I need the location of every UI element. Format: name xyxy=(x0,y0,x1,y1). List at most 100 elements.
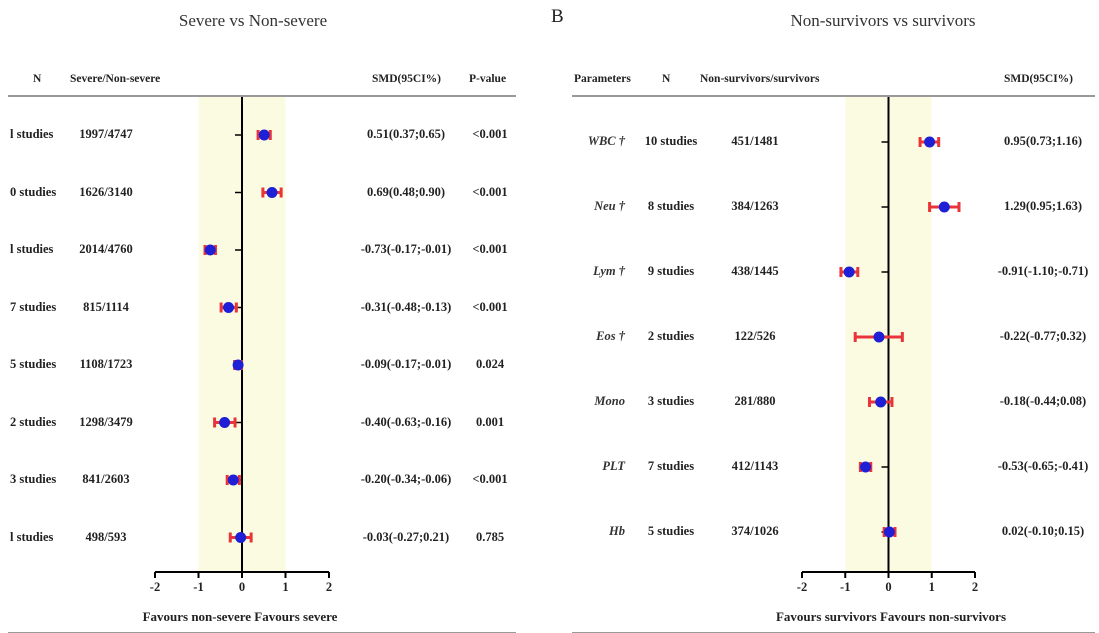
panel-a-smd-value: -0.09(-0.17;-0.01) xyxy=(360,357,452,371)
panel-b-studies: 8 studies xyxy=(647,199,695,213)
panel-a-smd-value: 0.51(0.37;0.65) xyxy=(366,127,446,141)
panel-a-point-estimate xyxy=(219,417,231,428)
panel-a-point-estimate xyxy=(258,129,270,141)
panel-a-counts: 1108/1723 xyxy=(79,357,133,371)
panel-a-studies: l studies xyxy=(10,529,54,544)
panel-b-studies: 9 studies xyxy=(647,264,695,278)
panel-a-smd-value: -0.73(-0.17;-0.01) xyxy=(360,242,452,256)
panel-b-smd-value: -0.22(-0.77;0.32) xyxy=(999,329,1087,343)
panel-b-studies: 5 studies xyxy=(647,524,695,538)
panel-a-p-value: 0.785 xyxy=(475,529,505,544)
panel-b-counts: 281/880 xyxy=(734,394,776,408)
panel-b-letter: B xyxy=(551,6,564,27)
panel-a-header-n: N xyxy=(33,73,42,85)
panel-a-point-estimate xyxy=(235,532,247,543)
panel-a-tick-label: 0 xyxy=(238,580,246,594)
panel-a-studies: 0 studies xyxy=(10,184,57,199)
panel-a-counts: 2014/4760 xyxy=(79,242,133,256)
panel-b-point-estimate xyxy=(883,526,895,538)
panel-b-smd-value: -0.53(-0.65;-0.41) xyxy=(997,459,1089,473)
panel-b-point-estimate xyxy=(843,266,855,278)
panel-a-studies: 7 studies xyxy=(10,299,57,314)
panel-b-marks xyxy=(801,97,976,578)
panel-b-point-estimate xyxy=(860,461,872,473)
panel-a-p-value: 0.001 xyxy=(475,414,505,429)
panel-b-param-label: Eos † xyxy=(596,329,625,343)
panel-b-tick-label: 0 xyxy=(885,580,892,594)
panel-b-tick-label: -1 xyxy=(840,580,851,594)
panel-a-point-estimate xyxy=(227,474,239,486)
panel-a-tick-label: -1 xyxy=(193,580,204,594)
panel-a-counts: 1298/3479 xyxy=(79,414,133,429)
panel-b-smd-value: -0.18(-0.44;0.08) xyxy=(999,394,1087,408)
panel-a-caption: Favours non-severe Favours severe xyxy=(142,609,338,624)
panel-a-studies: 5 studies xyxy=(10,357,57,371)
panel-a-tick-label: 1 xyxy=(282,580,289,594)
panel-a-point-estimate xyxy=(223,302,235,313)
panel-a-counts: 498/593 xyxy=(85,529,127,544)
panel-b-param-label: PLT xyxy=(602,459,625,473)
panel-b-header-n: N xyxy=(662,73,671,85)
panel-b-studies: 2 studies xyxy=(647,329,695,343)
panel-b-tick-label: 2 xyxy=(971,580,979,594)
panel-b-tick-label: 1 xyxy=(928,580,935,594)
panel-b-smd-value: 0.95(0.73;1.16) xyxy=(1003,134,1083,148)
panel-a-smd-value: -0.20(-0.34;-0.06) xyxy=(360,472,452,486)
panel-a-counts: 841/2603 xyxy=(82,472,130,486)
panel-a-studies: l studies xyxy=(10,127,54,141)
panel-b-tick-label: -2 xyxy=(796,580,808,594)
panel-b-point-estimate xyxy=(873,331,885,343)
panel-b-smd-value: -0.91(-1.10;-0.71) xyxy=(997,264,1089,278)
panel-b-header-param: Parameters xyxy=(574,73,631,85)
panel-b-counts: 374/1026 xyxy=(731,524,779,538)
panel-a-marks xyxy=(154,97,330,578)
panel-a-header-smd: SMD(95CI%) xyxy=(372,73,441,85)
panel-b-point-estimate xyxy=(924,136,936,148)
panel-b-studies: 7 studies xyxy=(647,459,695,473)
panel-a-point-estimate xyxy=(232,359,244,371)
panel-b-smd-value: 1.29(0.95;1.63) xyxy=(1003,199,1083,213)
panel-b-counts: 122/526 xyxy=(734,329,776,343)
panel-a-tick-label: 2 xyxy=(325,580,333,594)
panel-b-counts: 438/1445 xyxy=(731,264,779,278)
panel-a-tick-label: -2 xyxy=(149,580,161,594)
panel-b-studies: 10 studies xyxy=(644,134,698,148)
panel-a-p-value: <0.001 xyxy=(472,184,508,199)
panel-b-smd-value: 0.02(-0.10;0.15) xyxy=(1001,524,1085,538)
panel-b-title: Non-survivors vs survivors xyxy=(790,11,976,30)
panel-a-counts: 1626/3140 xyxy=(79,184,133,199)
panel-a-p-value: <0.001 xyxy=(472,299,508,314)
panel-b-param-label: WBC † xyxy=(587,134,625,148)
panel-a-smd-value: -0.03(-0.27;0.21) xyxy=(362,529,450,544)
panel-b-point-estimate xyxy=(938,201,950,213)
panel-b-param-label: Mono xyxy=(594,394,625,408)
panel-b-header-smd: SMD(95CI%) xyxy=(1004,73,1073,85)
panel-a-counts: 1997/4747 xyxy=(79,127,133,141)
panel-a-point-estimate xyxy=(266,187,278,198)
panel-b-param-label: Lym † xyxy=(593,264,625,278)
panel-a-header-group: Severe/Non-severe xyxy=(70,73,161,85)
panel-a-title: Severe vs Non-severe xyxy=(178,11,328,30)
panel-b-counts: 451/1481 xyxy=(731,134,779,148)
panel-a-studies: 2 studies xyxy=(10,414,57,429)
panel-a-p-value: <0.001 xyxy=(472,127,508,141)
panel-a-counts: 815/1114 xyxy=(83,299,129,314)
panel-b-header-group: Non-survivors/survivors xyxy=(700,73,820,85)
panel-b-param-label: Neu † xyxy=(594,199,625,213)
panel-a-p-value: <0.001 xyxy=(472,242,508,256)
panel-b-param-label: Hb xyxy=(609,524,625,538)
panel-a-studies: 3 studies xyxy=(10,472,57,486)
panel-b-point-estimate xyxy=(875,396,887,408)
panel-b-counts: 412/1143 xyxy=(731,459,779,473)
panel-b-counts: 384/1263 xyxy=(731,199,779,213)
panel-a-smd-value: -0.40(-0.63;-0.16) xyxy=(360,414,452,429)
panel-b-caption: Favours survivors Favours non-survivors xyxy=(775,609,1007,624)
panel-a-p-value: <0.001 xyxy=(472,472,508,486)
panel-a-point-estimate xyxy=(204,244,216,256)
panel-a-header-p: P-value xyxy=(469,73,507,85)
panel-a-p-value: 0.024 xyxy=(475,357,505,371)
panel-b-studies: 3 studies xyxy=(647,394,695,408)
panel-a-smd-value: 0.69(0.48;0.90) xyxy=(366,184,446,199)
panel-a-studies: l studies xyxy=(10,242,54,256)
